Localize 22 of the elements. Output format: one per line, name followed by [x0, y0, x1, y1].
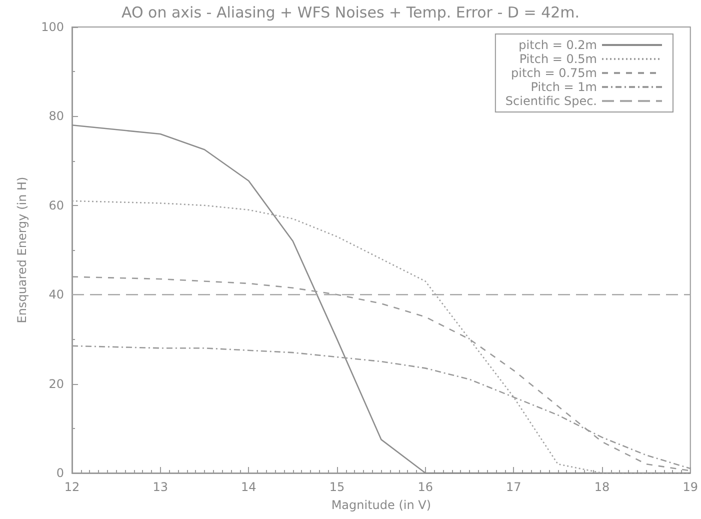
x-tick-label: 16 — [418, 480, 433, 494]
legend-label: Pitch = 0.5m — [519, 52, 597, 66]
legend-label: Scientific Spec. — [505, 94, 597, 108]
x-tick-label: 13 — [152, 480, 168, 494]
y-tick-label: 40 — [48, 288, 64, 302]
chart-title: AO on axis - Aliasing + WFS Noises + Temp. Error - D = 42m. — [121, 4, 580, 22]
y-tick-label: 80 — [48, 109, 64, 124]
x-tick-label: 12 — [64, 480, 80, 494]
x-axis-title: Magnitude (in V) — [331, 498, 432, 512]
legend-label: pitch = 0.2m — [518, 38, 597, 52]
y-tick-label: 0 — [56, 466, 64, 480]
legend-label: Pitch = 1m — [530, 80, 597, 94]
legend-label: pitch = 0.75m — [511, 66, 597, 80]
y-tick-label: 20 — [48, 376, 64, 391]
x-tick-label: 19 — [682, 480, 698, 494]
x-tick-label: 17 — [506, 480, 522, 494]
x-tick-label: 18 — [594, 480, 610, 494]
x-tick-label: 14 — [241, 480, 256, 494]
y-tick-label: 100 — [41, 20, 64, 34]
x-tick-label: 15 — [329, 480, 345, 494]
y-axis-title: Ensquared Energy (in H) — [15, 176, 29, 324]
y-tick-label: 60 — [48, 198, 64, 212]
